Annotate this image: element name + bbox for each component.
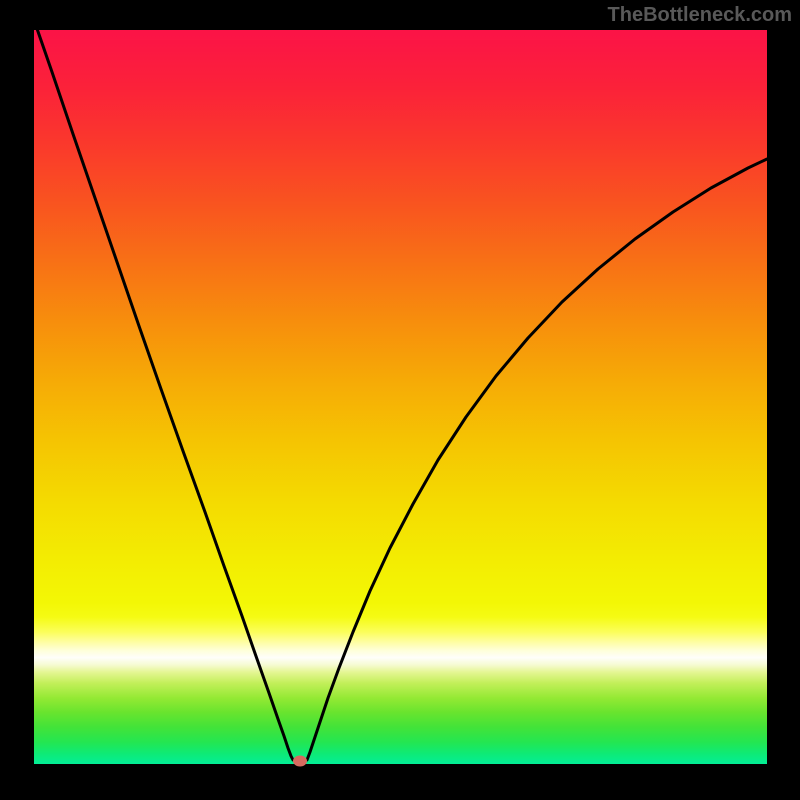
watermark-text: TheBottleneck.com	[608, 4, 792, 27]
bottleneck-chart	[0, 0, 800, 800]
chart-container: TheBottleneck.com	[0, 0, 800, 800]
optimal-point-marker	[293, 756, 307, 767]
plot-background	[34, 30, 767, 764]
